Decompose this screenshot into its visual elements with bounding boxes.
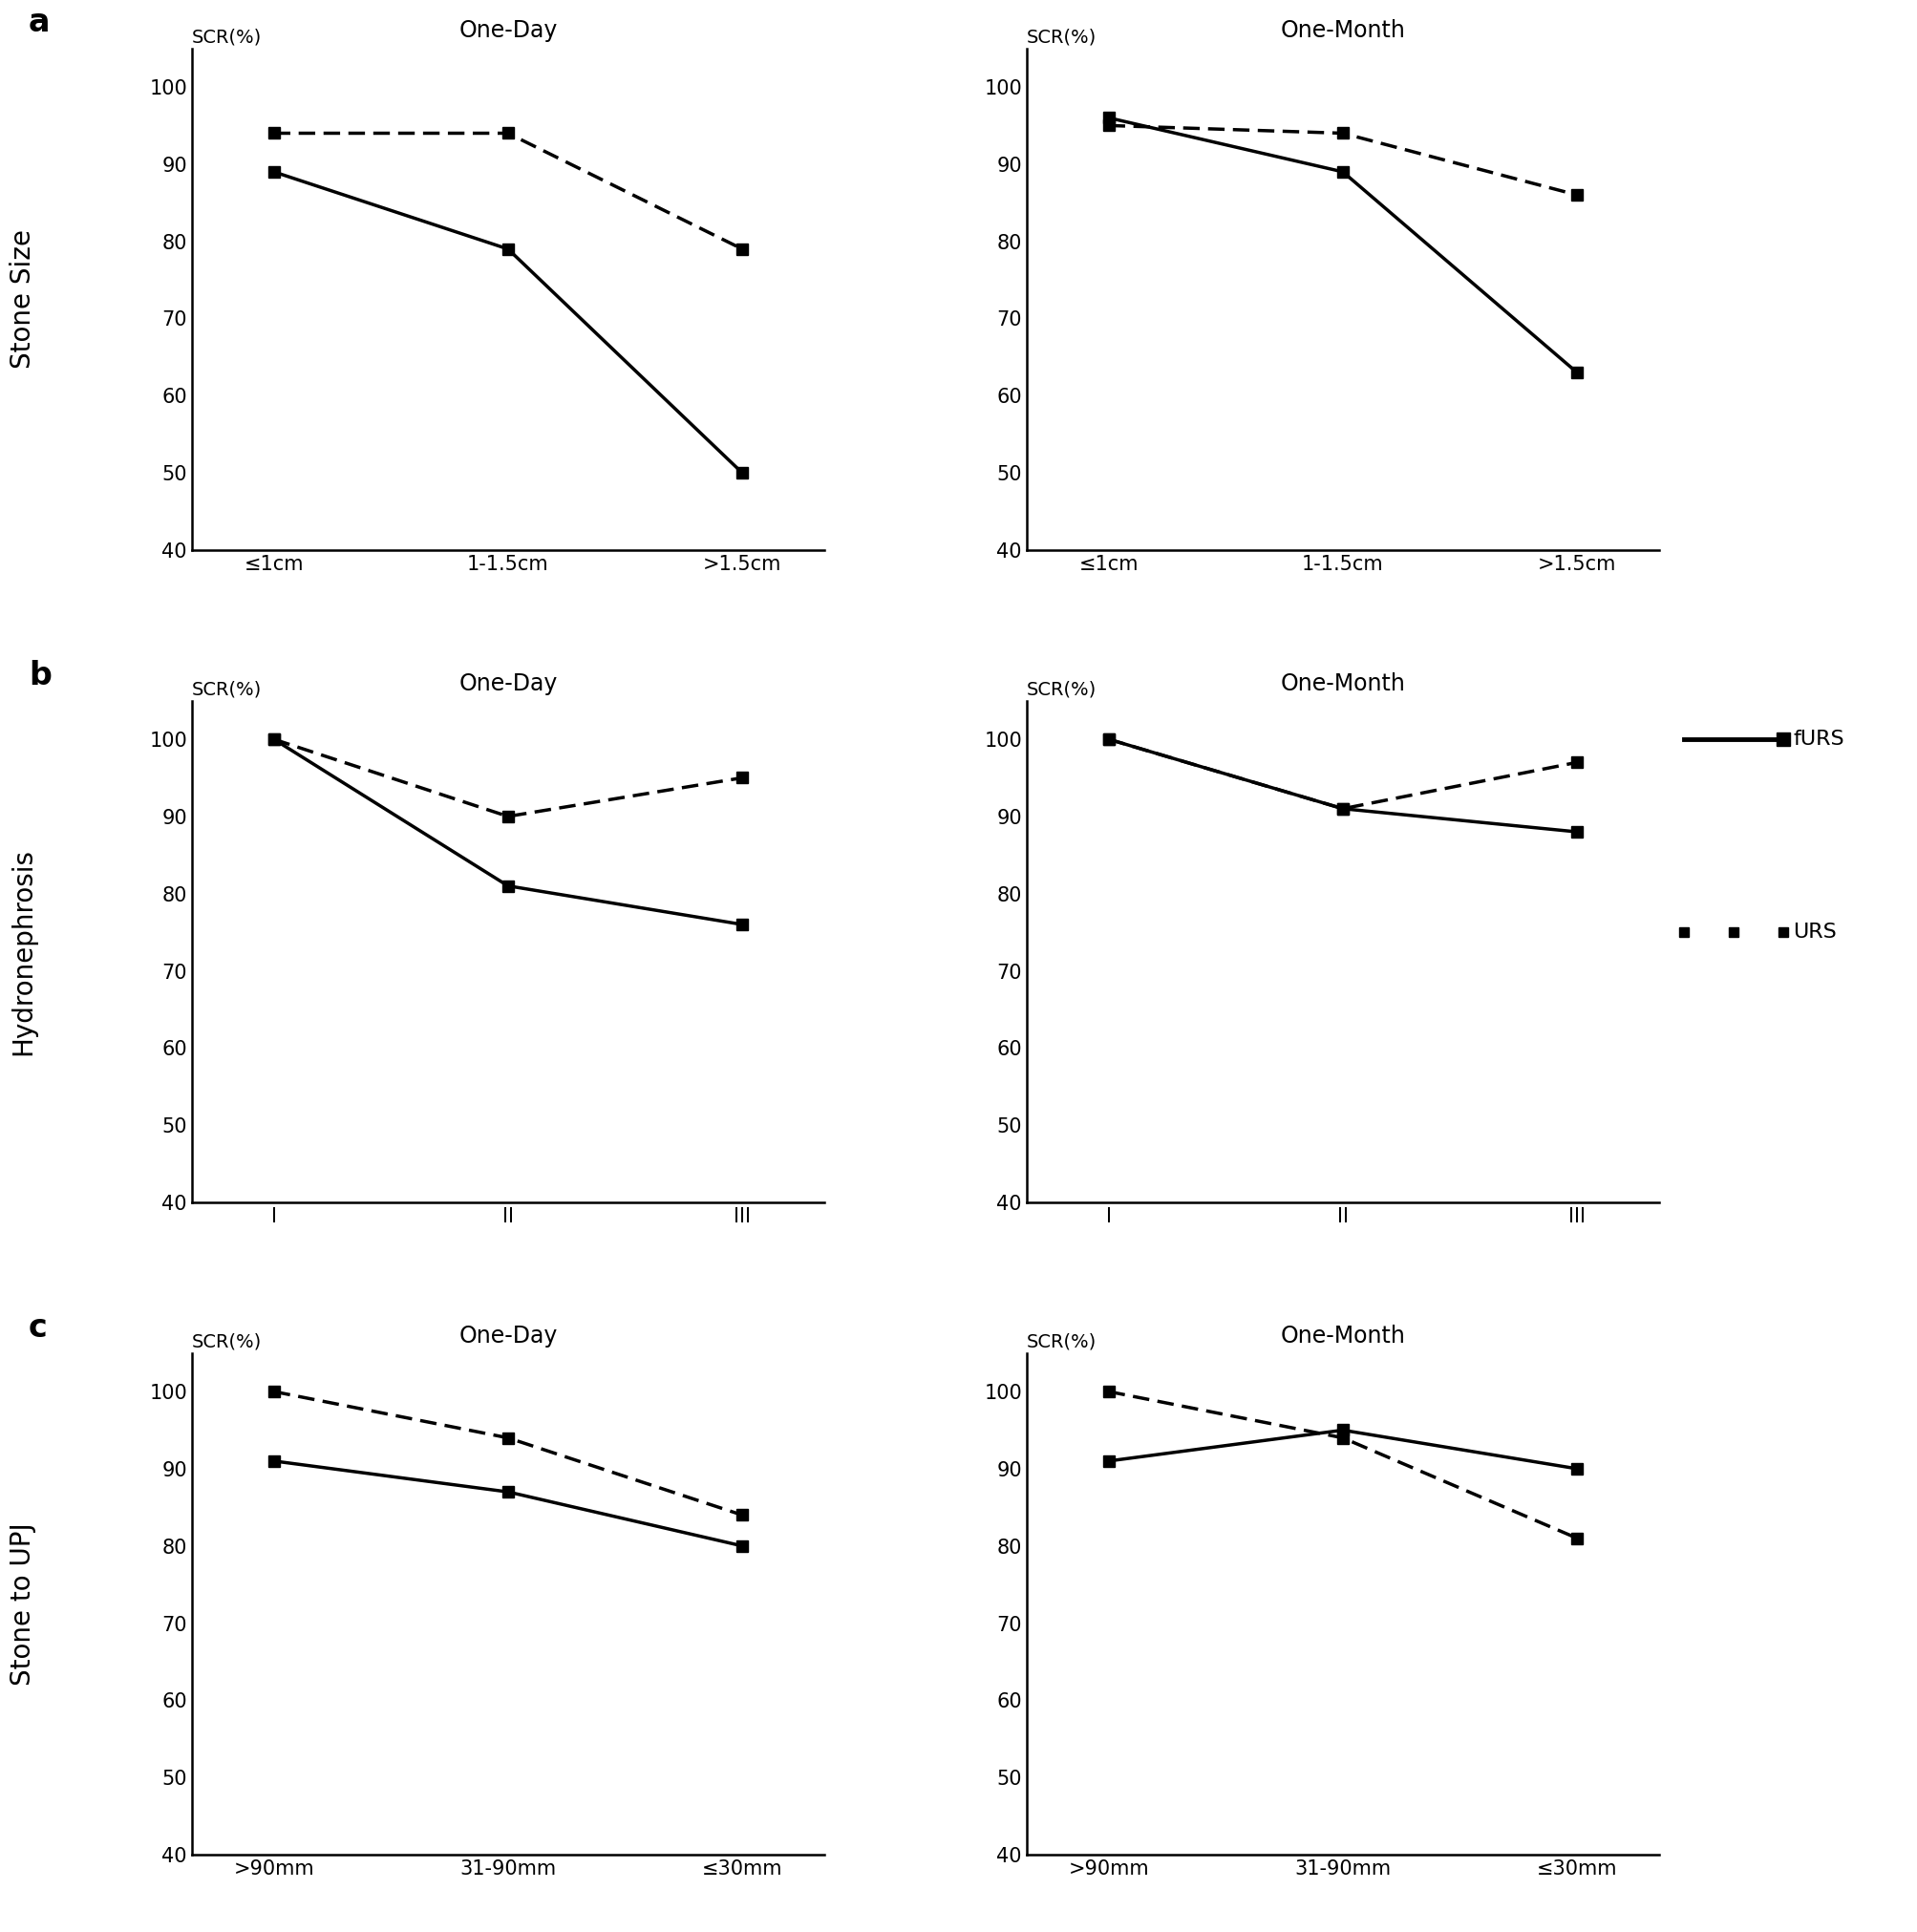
- Text: SCR(%): SCR(%): [1026, 680, 1097, 699]
- Text: Hydronephrosis: Hydronephrosis: [10, 848, 36, 1055]
- Text: Stone Size: Stone Size: [10, 230, 36, 369]
- Text: b: b: [29, 659, 52, 692]
- Text: SCR(%): SCR(%): [192, 1333, 261, 1350]
- Title: One-Day: One-Day: [458, 1323, 558, 1347]
- Title: One-Month: One-Month: [1281, 1323, 1405, 1347]
- Text: c: c: [29, 1312, 48, 1343]
- Text: SCR(%): SCR(%): [1026, 1333, 1097, 1350]
- Title: One-Day: One-Day: [458, 19, 558, 43]
- Title: One-Month: One-Month: [1281, 672, 1405, 696]
- Text: SCR(%): SCR(%): [1026, 29, 1097, 46]
- Text: Stone to UPJ: Stone to UPJ: [10, 1522, 36, 1685]
- Text: SCR(%): SCR(%): [192, 680, 261, 699]
- Text: a: a: [29, 8, 50, 39]
- Text: fURS: fURS: [1792, 730, 1844, 750]
- Text: URS: URS: [1792, 923, 1836, 943]
- Title: One-Day: One-Day: [458, 672, 558, 696]
- Text: SCR(%): SCR(%): [192, 29, 261, 46]
- Title: One-Month: One-Month: [1281, 19, 1405, 43]
